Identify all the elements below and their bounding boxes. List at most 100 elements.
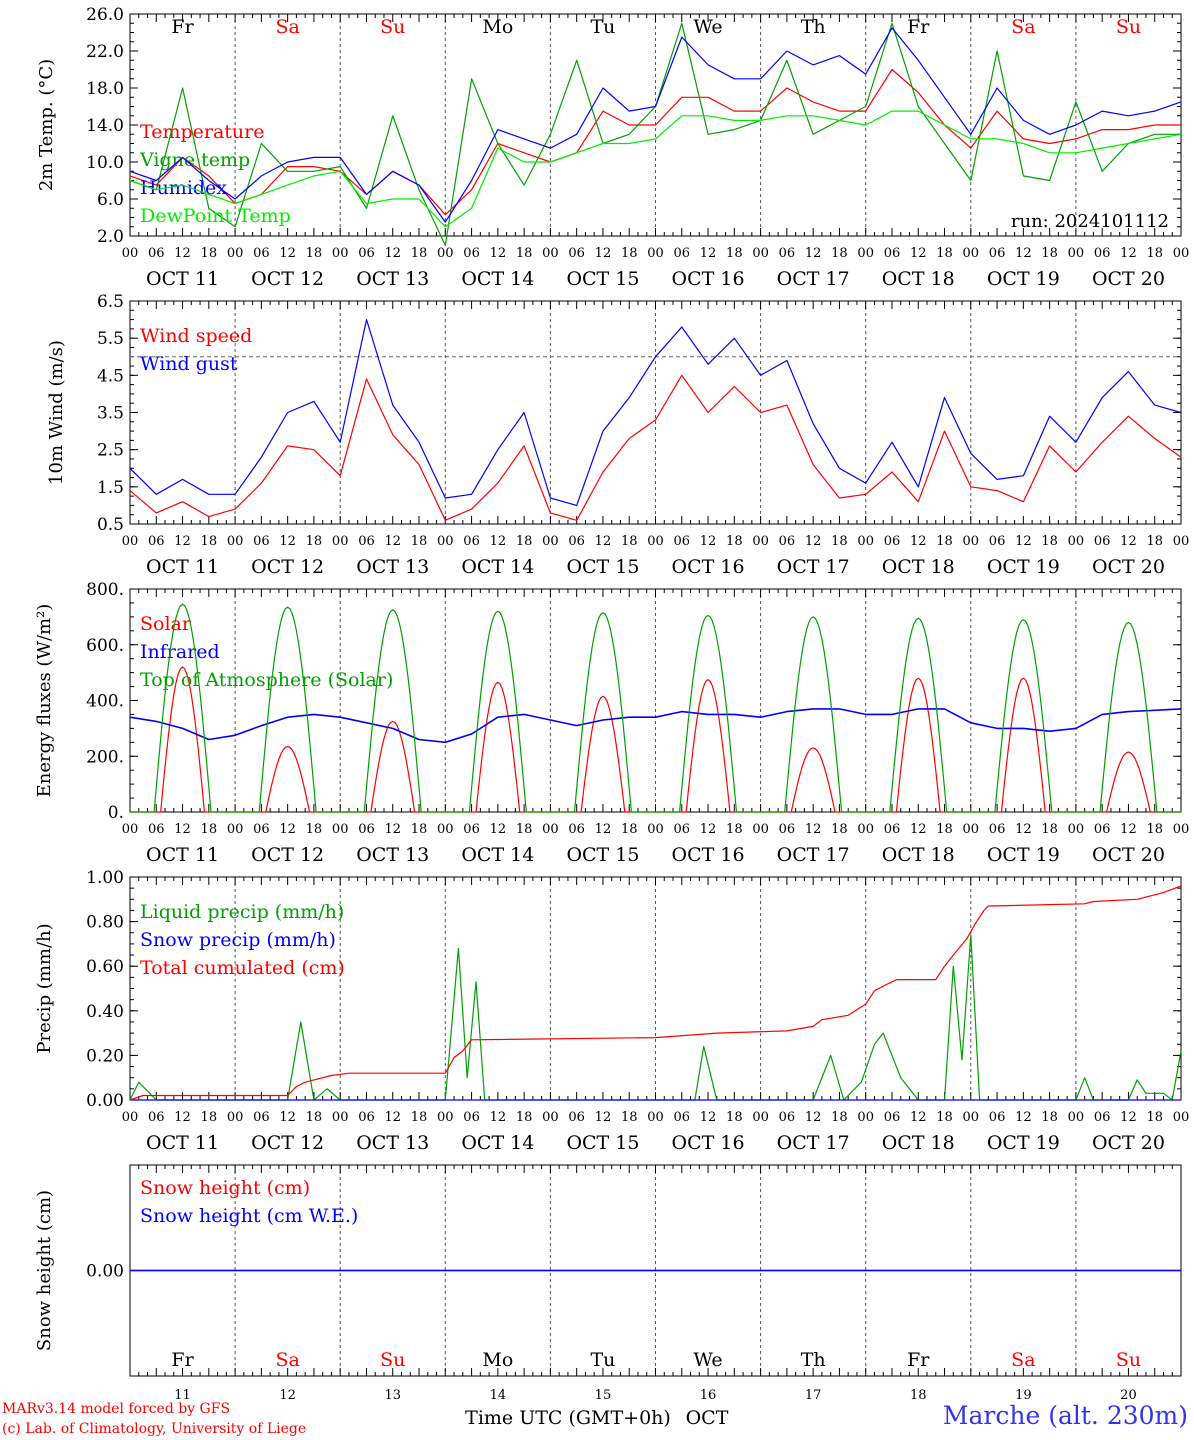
hour-label: 00 (227, 822, 244, 837)
weekday-label: Su (380, 16, 405, 38)
weekday-label: Fr (171, 1349, 194, 1371)
day-number: 13 (384, 1388, 401, 1403)
hour-label: 18 (1041, 246, 1058, 261)
hour-label: 12 (490, 1110, 507, 1125)
legend-series-snow-precip-mm-h: Snow precip (mm/h) (140, 929, 336, 951)
date-label: OCT 14 (461, 844, 534, 866)
y-tick-label: 14.0 (86, 116, 124, 136)
date-label: OCT 18 (882, 844, 955, 866)
y-axis-label: Energy fluxes (W/m²) (34, 604, 55, 798)
hour-label: 18 (831, 534, 848, 549)
series-wind-speed (129, 374, 1182, 521)
hour-label: 18 (201, 246, 218, 261)
date-label: OCT 11 (146, 268, 219, 290)
hour-label: 06 (989, 534, 1006, 549)
weekday-label: Su (380, 1349, 405, 1371)
y-axis-label: 10m Wind (m/s) (46, 340, 67, 485)
hour-label: 12 (174, 822, 191, 837)
hour-label: 06 (148, 822, 165, 837)
hour-label: 00 (1173, 1110, 1190, 1125)
y-tick-label: 0. (108, 803, 124, 823)
y-tick-label: 200. (86, 747, 124, 767)
y-tick-label: 18.0 (86, 79, 124, 99)
hour-label: 06 (358, 1110, 375, 1125)
hour-label: 06 (253, 246, 270, 261)
hour-label: 18 (831, 822, 848, 837)
y-tick-label: 6.5 (97, 292, 124, 312)
weekday-label: Tu (590, 1349, 615, 1371)
hour-label: 12 (595, 822, 612, 837)
date-label: OCT 12 (251, 844, 324, 866)
date-label: OCT 14 (461, 268, 534, 290)
date-label: OCT 13 (356, 844, 429, 866)
date-label: OCT 16 (672, 1132, 745, 1154)
hour-label: 06 (989, 822, 1006, 837)
hour-label: 06 (568, 1110, 585, 1125)
weekday-label: We (693, 16, 722, 38)
y-tick-label: 3.5 (97, 404, 124, 424)
hour-label: 18 (1146, 534, 1163, 549)
hour-label: 00 (647, 1110, 664, 1125)
legend-series-top-of-atmosphere-solar: Top of Atmosphere (Solar) (140, 669, 393, 691)
hour-label: 12 (1120, 534, 1137, 549)
legend-series-infrared: Infrared (140, 641, 220, 663)
hour-label: 18 (411, 534, 428, 549)
weekday-label: Sa (1011, 16, 1035, 38)
legend-series-temperature: Temperature (140, 121, 264, 143)
hour-label: 00 (963, 534, 980, 549)
hour-label: 18 (306, 822, 323, 837)
hour-label: 00 (437, 1110, 454, 1125)
hour-label: 06 (884, 534, 901, 549)
hour-label: 00 (963, 246, 980, 261)
hour-label: 18 (306, 1110, 323, 1125)
hour-label: 00 (963, 822, 980, 837)
hour-label: 18 (1146, 822, 1163, 837)
hour-label: 06 (148, 246, 165, 261)
hour-label: 06 (463, 534, 480, 549)
weekday-label: We (693, 1349, 722, 1371)
hour-label: 00 (122, 822, 139, 837)
hour-label: 06 (1094, 246, 1111, 261)
date-label: OCT 14 (461, 1132, 534, 1154)
date-label: OCT 13 (356, 556, 429, 578)
hour-label: 18 (201, 534, 218, 549)
hour-label: 12 (700, 1110, 717, 1125)
date-label: OCT 11 (146, 1132, 219, 1154)
hour-label: 12 (595, 534, 612, 549)
date-label: OCT 20 (1092, 844, 1165, 866)
lab-credit: (c) Lab. of Climatology, University of L… (2, 1421, 307, 1437)
date-label: OCT 20 (1092, 268, 1165, 290)
day-number: 19 (1015, 1388, 1032, 1403)
hour-label: 06 (779, 1110, 796, 1125)
hour-label: 00 (857, 822, 874, 837)
hour-label: 06 (148, 534, 165, 549)
hour-label: 18 (516, 822, 533, 837)
hour-label: 06 (568, 246, 585, 261)
y-tick-label: 0.60 (86, 957, 124, 977)
date-label: OCT 18 (882, 268, 955, 290)
hour-label: 00 (122, 534, 139, 549)
hour-label: 18 (411, 822, 428, 837)
hour-label: 12 (384, 534, 401, 549)
day-number: 18 (910, 1388, 927, 1403)
station-title: Marche (alt. 230m) (942, 1401, 1188, 1430)
hour-label: 18 (831, 246, 848, 261)
hour-label: 00 (1173, 246, 1190, 261)
legend-series-wind-speed: Wind speed (140, 325, 252, 347)
weekday-label: Th (801, 1349, 826, 1371)
weekday-label: Sa (275, 16, 299, 38)
hour-label: 06 (1094, 1110, 1111, 1125)
hour-label: 18 (621, 534, 638, 549)
series-temperature (129, 68, 1181, 216)
hour-label: 00 (1068, 822, 1085, 837)
y-tick-label: 10.0 (86, 153, 124, 173)
month-label: OCT (686, 1407, 729, 1429)
hour-label: 00 (542, 1110, 559, 1125)
hour-label: 12 (595, 1110, 612, 1125)
hour-label: 12 (490, 534, 507, 549)
y-tick-label: 5.5 (97, 329, 124, 349)
hour-label: 12 (384, 822, 401, 837)
y-tick-label: 1.5 (97, 478, 124, 498)
hour-label: 00 (542, 822, 559, 837)
hour-label: 00 (542, 534, 559, 549)
